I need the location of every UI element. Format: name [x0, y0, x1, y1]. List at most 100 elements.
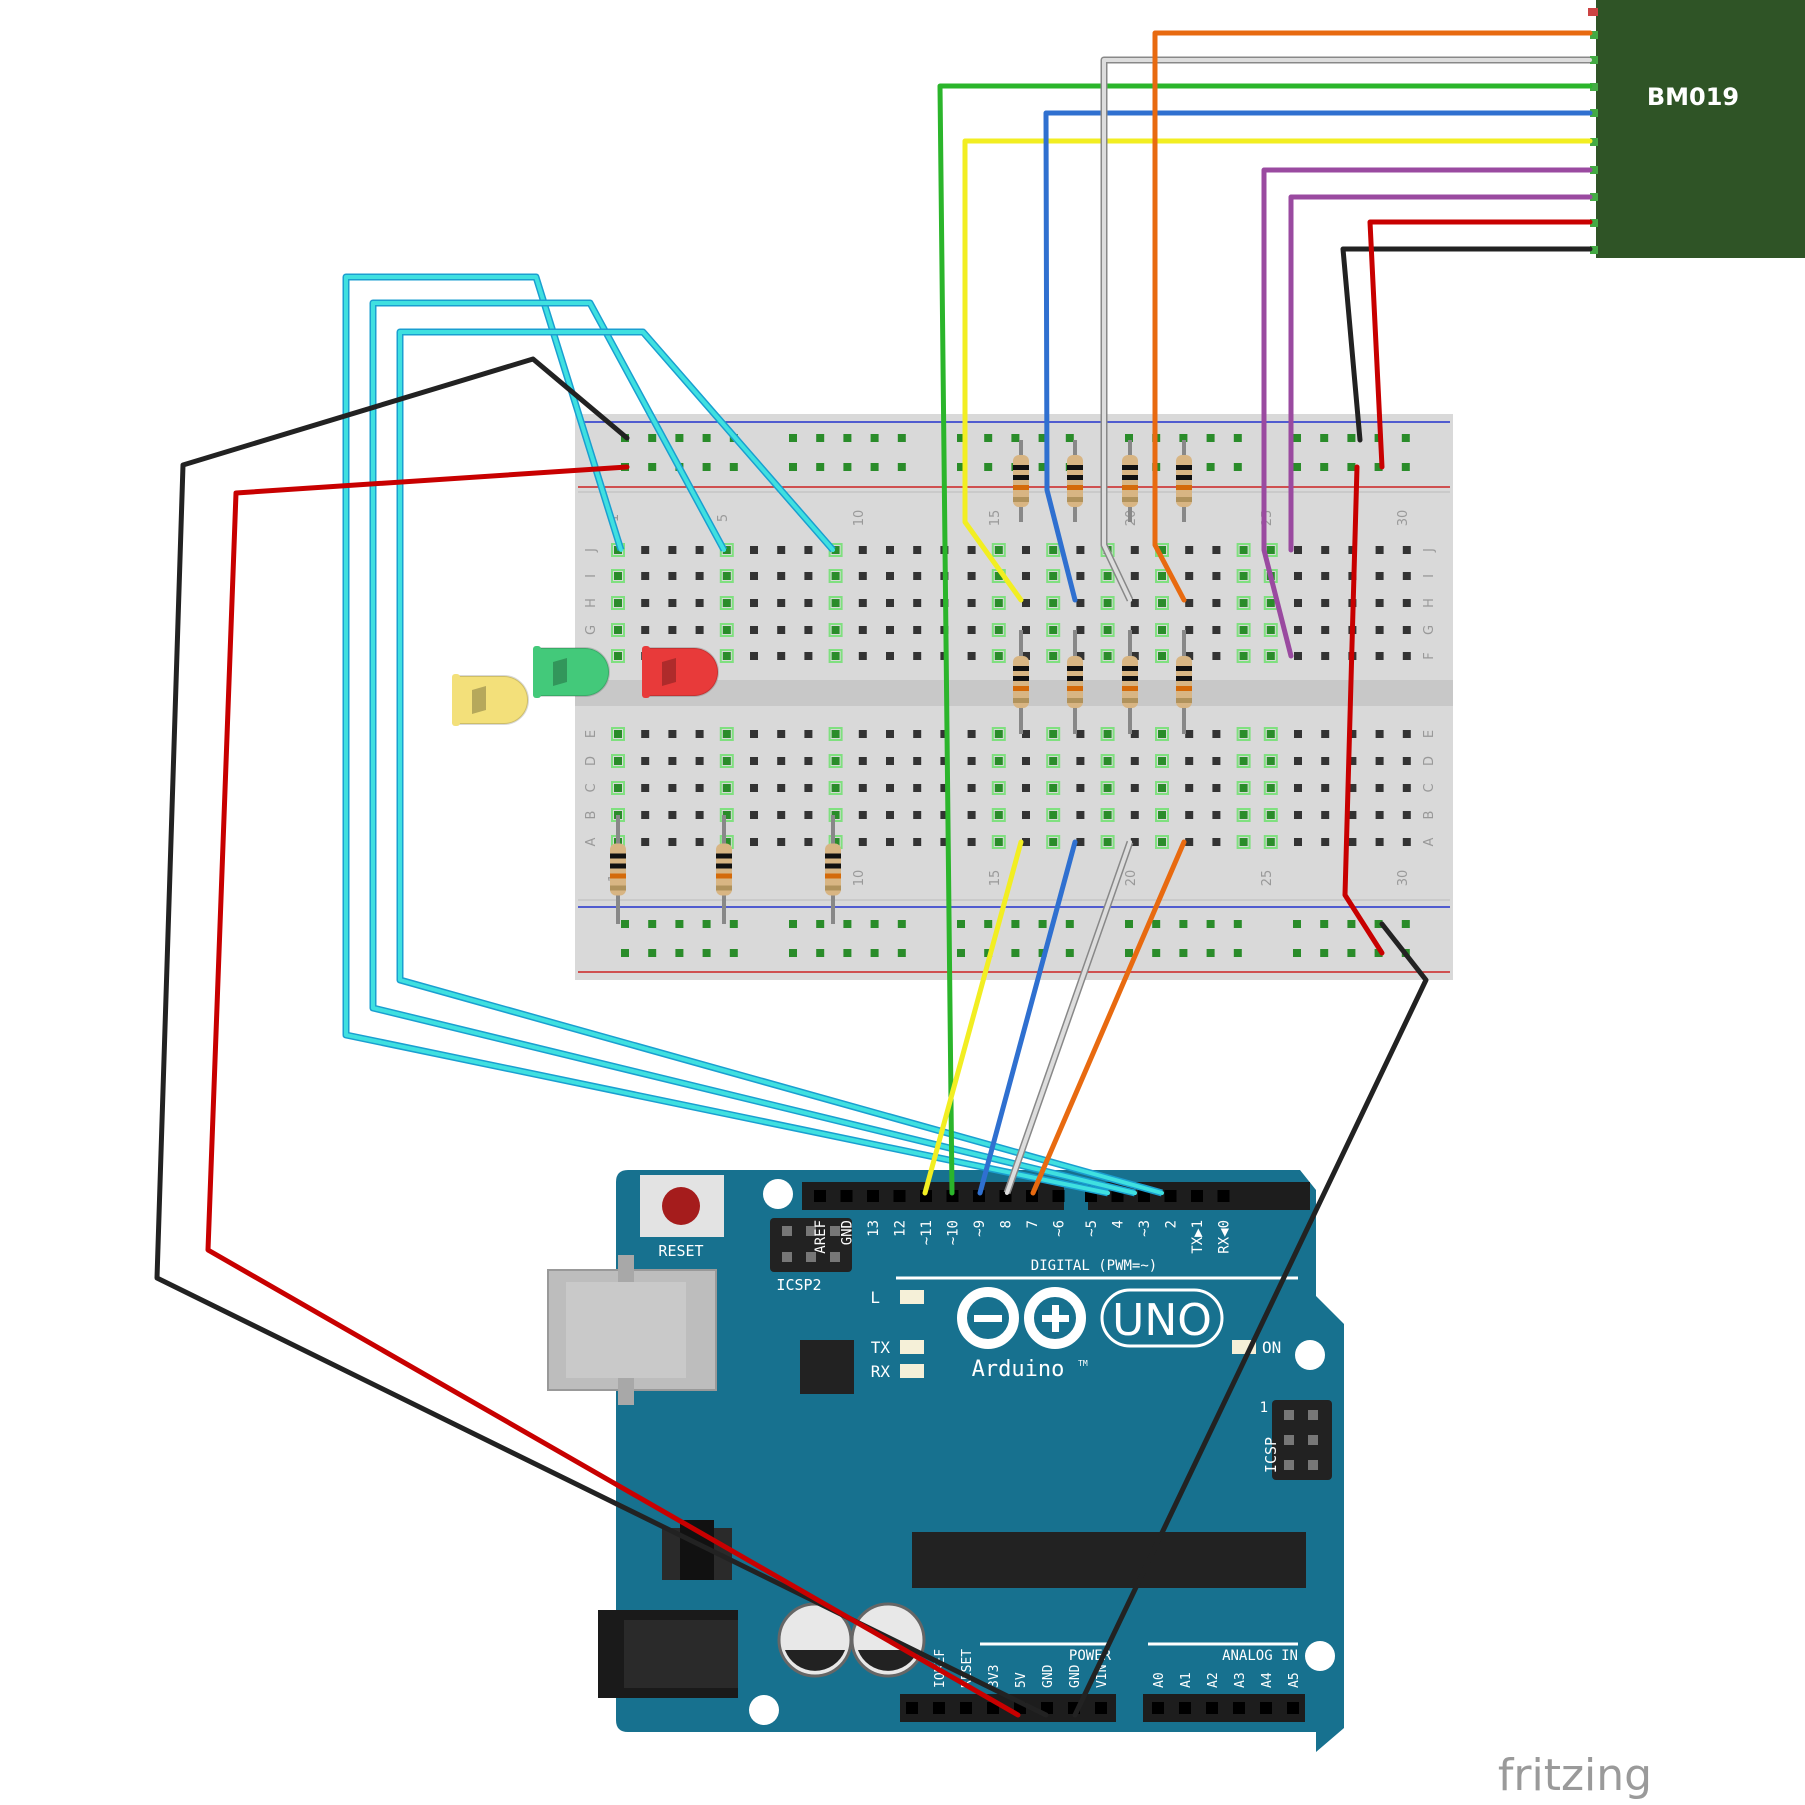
breadboard-hole	[750, 811, 758, 819]
analog-pin-label: A1	[1179, 1672, 1194, 1688]
breadboard-hole	[831, 626, 840, 634]
rail-hole	[1293, 463, 1301, 471]
breadboard-hole	[1266, 599, 1275, 607]
row-letter: D	[584, 756, 599, 766]
resistor-led-l2-band	[716, 873, 732, 879]
analog-pin-label: A3	[1233, 1672, 1248, 1688]
arduino-pcb	[616, 1170, 1344, 1752]
usb-chip	[800, 1340, 854, 1394]
column-number: 10	[852, 510, 867, 527]
breadboard-hole	[1239, 652, 1248, 660]
breadboard-hole	[695, 626, 704, 634]
breadboard-hole	[858, 599, 867, 607]
breadboard-hole	[750, 546, 758, 554]
digital-pin-label: 8	[999, 1220, 1015, 1228]
wire-white-bottom	[1005, 840, 1132, 1195]
breadboard-hole	[1294, 599, 1302, 607]
rail-hole	[1152, 920, 1161, 928]
digital-pin-label: AREF	[813, 1220, 829, 1254]
breadboard-hole	[804, 572, 813, 580]
rail-hole	[870, 920, 879, 928]
breadboard-hole	[1022, 838, 1030, 846]
breadboard-hole	[1402, 811, 1411, 819]
resistor-mid-r1-band	[1013, 666, 1029, 671]
wire-green	[937, 83, 1593, 1196]
breadboard-hole-used	[828, 727, 843, 741]
rail-hole	[1374, 920, 1383, 928]
rail-hole	[789, 949, 797, 957]
breadboard-hole	[668, 546, 677, 554]
rail-hole	[702, 920, 711, 928]
usb-connector	[547, 1255, 717, 1405]
resistor-mid-r2-band	[1067, 666, 1083, 671]
wire-cyan-led3	[398, 330, 1164, 1195]
digital-pin-hole	[1138, 1190, 1150, 1202]
breadboard-hole	[1185, 811, 1194, 819]
breadboard-hole	[750, 784, 758, 792]
breadboard-hole	[777, 546, 786, 554]
wire-black-bm019-gnd	[1340, 246, 1593, 443]
wire-yellow-bottom	[922, 839, 1024, 1196]
rail-hole	[1293, 949, 1301, 957]
rail-hole	[1293, 434, 1301, 442]
analog-pin-labels: A0 A1 A2 A3 A4 A5	[1152, 1672, 1302, 1688]
breadboard-hole	[1103, 572, 1112, 580]
breadboard-hole	[831, 572, 840, 580]
breadboard-hole	[668, 599, 677, 607]
rail-hole	[675, 434, 684, 442]
breadboard-hole	[858, 626, 867, 634]
rail-hole	[1038, 920, 1047, 928]
breadboard-hole	[1348, 784, 1357, 792]
rail-hole	[1233, 949, 1242, 957]
digital-pin-label: ~6	[1052, 1220, 1068, 1237]
breadboard-hole	[614, 652, 622, 660]
breadboard-hole	[886, 599, 894, 607]
breadboard-hole	[886, 652, 894, 660]
breadboard-hole	[722, 652, 731, 660]
breadboard-hole-used	[1236, 808, 1251, 822]
resistor-mid-r3-band	[1122, 666, 1138, 671]
breadboard-hole	[1402, 838, 1411, 846]
breadboard-hole-used	[611, 781, 625, 795]
breadboard-hole	[1049, 546, 1058, 554]
breadboard-hole	[1294, 811, 1302, 819]
breadboard-hole	[804, 730, 813, 738]
breadboard-hole	[967, 784, 976, 792]
reset-button[interactable]	[640, 1175, 724, 1237]
wire-blue-bottom	[977, 839, 1078, 1196]
rail-hole	[1374, 463, 1383, 471]
breadboard-hole	[804, 757, 813, 765]
breadboard-hole-used	[1155, 569, 1169, 583]
breadboard-hole	[1022, 652, 1030, 660]
breadboard-hole	[668, 730, 677, 738]
breadboard-hole	[1158, 572, 1166, 580]
breadboard-hole	[1375, 730, 1384, 738]
breadboard-hole	[1130, 757, 1139, 765]
breadboard-hole	[722, 784, 731, 792]
analog-label: ANALOG IN	[1222, 1648, 1298, 1664]
rail-hole	[816, 949, 825, 957]
analog-pin-hole	[1260, 1702, 1272, 1714]
icsp2-label: ICSP2	[776, 1276, 821, 1294]
breadboard-hole	[750, 599, 758, 607]
row-letter: G	[1422, 625, 1437, 635]
breadboard-hole-used	[719, 623, 734, 637]
breadboard-hole	[994, 546, 1003, 554]
led-red-body	[645, 647, 719, 697]
breadboard-hole	[1212, 652, 1221, 660]
breadboard-hole	[886, 811, 894, 819]
breadboard-hole	[1130, 572, 1139, 580]
bm019-pin	[1590, 31, 1598, 39]
breadboard-hole	[641, 838, 650, 846]
breadboard-hole-used	[611, 754, 625, 768]
breadboard-hole	[1294, 652, 1302, 660]
arduino-uno-board: RESET ICSP2 L TX RX ON DIGITAL (PWM=~)	[547, 1170, 1344, 1752]
breadboard-hole	[913, 626, 922, 634]
breadboard-hole	[994, 626, 1003, 634]
rail-hole	[1320, 434, 1329, 442]
breadboard-hole	[858, 652, 867, 660]
breadboard-hole	[1212, 811, 1221, 819]
breadboard-hole-used	[1046, 781, 1061, 795]
resistor-mid-r4-band	[1176, 698, 1192, 703]
power-pin-hole	[1041, 1702, 1053, 1714]
